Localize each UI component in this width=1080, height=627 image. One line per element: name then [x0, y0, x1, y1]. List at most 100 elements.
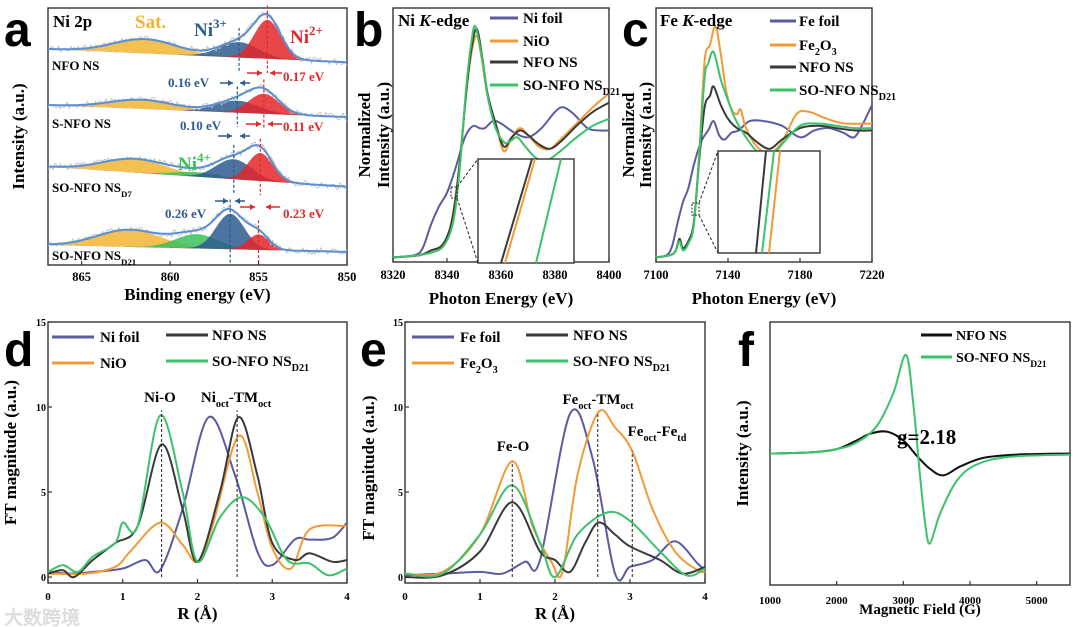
x-tick-label: 4000: [959, 595, 982, 607]
y-axis-label: Intensity (a.u.): [636, 82, 655, 188]
inset-series-line: [500, 158, 533, 264]
component-label-part: 3+: [213, 16, 227, 31]
plot-frame: [404, 321, 706, 584]
sample-label-part: SO-NFO NS: [52, 180, 121, 195]
x-tick-label: 8400: [597, 268, 622, 282]
legend-label-part: SO-NFO NS: [212, 354, 292, 370]
panel-letter: a: [4, 4, 31, 57]
x-axis-label: Magnetic Field (G): [859, 602, 981, 618]
y-axis-label: Normalized: [619, 92, 638, 178]
sample-label: SO-NFO NSD7: [52, 180, 132, 199]
marker-label-part: oct: [643, 433, 657, 444]
y-axis-label: Normalized: [355, 92, 374, 178]
component-label-part: 4+: [197, 150, 211, 165]
inset-series-line: [504, 158, 536, 264]
arrow-head-icon: [256, 121, 261, 127]
x-tick-label: 865: [72, 270, 91, 284]
arrow-head-icon: [240, 133, 245, 139]
x-tick-label: 4: [344, 591, 350, 603]
shift-label: 0.10 eV: [180, 118, 222, 133]
sample-label: S-NFO NS: [52, 116, 111, 131]
legend-label-part: NFO NS: [956, 329, 1007, 344]
legend-label: NFO NS: [573, 328, 628, 344]
zoom-connector: [698, 150, 719, 204]
marker-label-part: Fe: [562, 392, 578, 408]
inset-series-line: [755, 150, 767, 254]
panel-title-part: Ni: [398, 11, 419, 30]
legend-label-part: D21: [879, 92, 897, 103]
x-tick-label: 1000: [759, 595, 782, 607]
inset-frame: [477, 158, 575, 264]
legend-label-part: D21: [1030, 360, 1047, 370]
x-axis-label: R (Å): [177, 604, 217, 623]
legend-label-part: 2: [815, 47, 820, 58]
y-tick-label: 5: [398, 488, 403, 499]
component-label: Sat.: [135, 12, 166, 33]
panel-title-part: -edge: [694, 11, 733, 30]
legend: Ni foil NiO NFO NS SO-NFO NSD21: [490, 11, 620, 98]
sample-label-part: NFO NS: [52, 58, 99, 73]
legend-label-part: SO-NFO NS: [573, 354, 653, 370]
inset-zoom: [477, 158, 575, 264]
y-axis-label: Intensity (a.u.): [733, 400, 752, 506]
legend-label: NiO: [523, 34, 550, 50]
panel-letter: c: [622, 4, 649, 57]
x-tick-label: 1: [477, 591, 483, 603]
x-tick-label: 8360: [489, 268, 514, 282]
x-tick-label: 0: [402, 591, 408, 603]
x-tick-label: 7180: [788, 268, 813, 282]
legend-label: NFO NS: [523, 55, 578, 71]
x-tick-label: 2: [195, 591, 201, 603]
sample-label-part: D7: [121, 189, 132, 199]
arrow-head-icon: [235, 198, 240, 204]
arrow-head-icon: [266, 204, 271, 210]
panel-title-part: -edge: [431, 11, 470, 30]
component-label: Ni4+: [178, 150, 211, 175]
legend-label-part: 3: [832, 47, 837, 58]
marker-label: Fe-O: [497, 439, 529, 455]
series-line-0: [404, 408, 706, 582]
legend-label-part: D21: [292, 363, 310, 374]
panel-title-part: K: [418, 11, 432, 30]
panel-a: a 865 860 855 850 Binding energy (eV) Intensit…: [4, 4, 356, 304]
legend-label-part: SO-NFO NS: [956, 351, 1031, 366]
plot-area: [47, 414, 348, 579]
legend-label-part: D21: [603, 87, 621, 98]
x-tick-label: 3: [270, 591, 276, 603]
inset-series-line: [768, 150, 781, 254]
plot-area: [769, 353, 1071, 545]
legend-label-part: NFO NS: [212, 328, 267, 344]
legend-label-part: NiO: [523, 34, 550, 50]
marker-label-part: -TM: [229, 390, 258, 406]
zoom-region: [691, 202, 700, 216]
panel-title: Ni 2p: [53, 12, 92, 31]
legend: NFO NS SO-NFO NSD21: [921, 329, 1047, 370]
zoom-region: [450, 186, 458, 199]
legend-label-part: NFO NS: [573, 328, 628, 344]
zoom-connector: [698, 214, 719, 254]
panel-f: f 1000 2000 3000 4000 5000 Magnetic Field (G) I…: [733, 321, 1071, 618]
series-line-0: [655, 104, 873, 259]
panel-title-part: K: [681, 11, 695, 30]
plot-area: [655, 25, 873, 259]
legend-label-part: O: [481, 356, 493, 372]
x-tick-label: 0: [45, 591, 51, 603]
series-line-1: [769, 353, 1071, 545]
panel-title: Ni K-edge: [398, 11, 470, 30]
component-peak-Ni2plus: [48, 234, 347, 252]
x-tick-label: 855: [249, 270, 268, 284]
fit-envelope: [47, 207, 348, 253]
component-label: Ni2+: [290, 23, 323, 48]
panel-e: e 0 1 2 3 4 0 5 10 15 R (Å) FT magnitude (a.u.) Fe-O…: [359, 318, 708, 623]
x-tick-label: 8380: [543, 268, 568, 282]
legend-label: Fe foil: [799, 14, 839, 30]
legend-label-part: NFO NS: [799, 60, 854, 76]
y-axis-label: Intensity (a.u.): [374, 82, 393, 188]
marker-label-part: -Fe: [656, 424, 677, 440]
panel-letter: b: [354, 4, 383, 57]
x-tick-label: 1: [120, 591, 126, 603]
arrow-head-icon: [250, 204, 255, 210]
legend-label-part: D21: [653, 363, 671, 374]
x-tick-label: 2: [552, 591, 558, 603]
